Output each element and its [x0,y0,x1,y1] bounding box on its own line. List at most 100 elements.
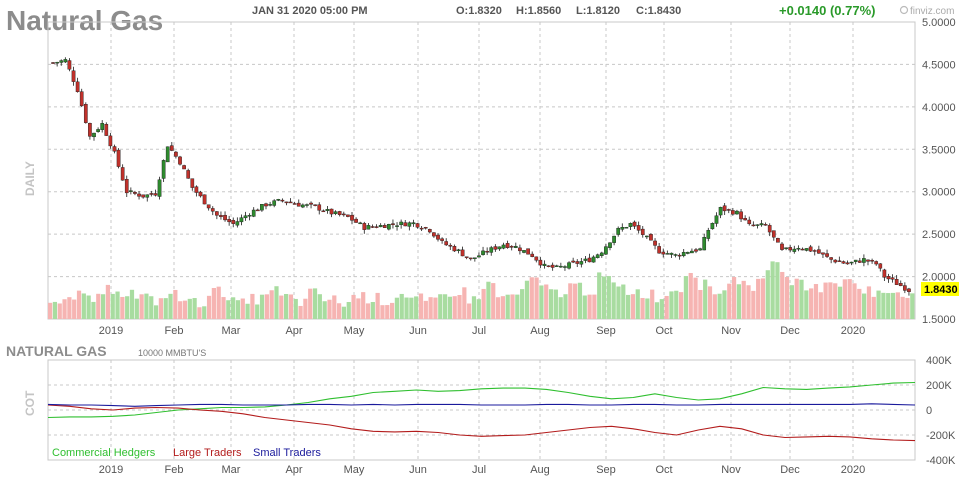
volume-bar [616,286,621,319]
volume-bar [693,277,698,319]
volume-bar [534,277,539,319]
volume-bar [153,305,159,319]
candle-body [681,252,686,257]
volume-bar [895,292,900,319]
candle-body [567,262,571,269]
candle-body [665,253,670,255]
candle-body [88,123,92,137]
volume-bar [717,293,722,319]
volume-bar [640,297,645,319]
candle-body [440,238,444,241]
volume-bar [577,282,583,319]
volume-bar [178,301,183,319]
volume-bar [654,302,660,319]
candle-body [419,227,424,230]
candle-body [501,244,506,249]
volume-bar [606,276,611,319]
candle-body [423,227,428,229]
candle-body [149,193,154,195]
candle-body [518,247,522,252]
volume-bar [120,296,125,319]
candle-body [313,204,317,206]
candle-body [817,249,821,254]
price-y-tick-label: 2.0000 [922,272,956,284]
candle-body [661,251,666,255]
candle-body [227,219,231,223]
price-x-tick-label: Dec [780,325,800,337]
volume-bar [818,292,823,319]
candle-body [612,235,616,243]
volume-bar [288,294,294,319]
candle-body [272,200,277,206]
volume-bar [312,288,318,319]
volume-bar [775,262,780,319]
candle-body [120,167,125,181]
candle-body [448,244,453,247]
volume-bar [707,286,713,319]
price-x-tick-label: Feb [165,325,184,337]
candle-body [722,205,727,212]
volume-bar [890,292,896,319]
volume-bar [380,305,385,319]
candle-body [96,129,100,132]
volume-bar [216,286,221,319]
candle-body [804,248,809,251]
candle-body [198,191,203,197]
candle-body [513,245,518,248]
volume-bar [255,304,260,319]
volume-bar [780,271,785,319]
volume-bar [847,279,852,319]
open-value: O:1.8320 [456,5,502,17]
volume-bar [587,294,592,319]
candle-body [354,218,358,223]
candle-body [169,145,174,151]
candle-body [575,261,580,264]
volume-bar [438,294,443,319]
volume-bar [678,292,684,319]
candle-body [112,146,117,152]
candle-body [522,250,526,253]
volume-bar [129,289,135,319]
volume-bar [428,297,433,319]
volume-bar [202,306,207,319]
volume-bar [235,300,241,319]
datetime-label: JAN 31 2020 05:00 PM [252,5,368,17]
candle-body [604,246,608,255]
cot-title: NATURAL GAS [6,343,107,359]
volume-bar [327,299,332,319]
volume-bar [341,306,347,319]
price-x-tick-label: 2020 [841,325,865,337]
volume-bar [370,302,375,319]
volume-bar [833,283,838,319]
candle-body [145,194,150,198]
candle-body [853,259,858,262]
candle-body [706,230,711,239]
candle-body [59,60,64,63]
candle-body [763,224,768,226]
daily-side-label: DAILY [23,161,37,196]
volume-bar [337,303,342,319]
candle-body [841,261,846,264]
volume-bar [139,294,144,319]
candle-body [587,257,592,263]
volume-bar [515,294,520,319]
finviz-logo[interactable]: finviz.com [899,5,955,17]
volume-bar [852,283,857,319]
volume-bar [727,283,732,319]
volume-bar [197,307,202,319]
volume-bar [881,292,886,319]
change-value: +0.0140 (0.77%) [779,3,875,18]
price-y-tick-label: 2.5000 [922,229,956,241]
volume-bar [96,293,101,319]
candle-body [677,254,682,257]
volume-bar [765,270,770,319]
volume-bar [158,298,163,319]
candle-body [571,260,575,263]
volume-bar [837,286,843,319]
candle-body [210,208,215,212]
candle-body [378,225,383,228]
candle-body [296,202,301,207]
volume-bar [57,303,62,319]
cot-x-tick-label: Mar [222,464,241,476]
